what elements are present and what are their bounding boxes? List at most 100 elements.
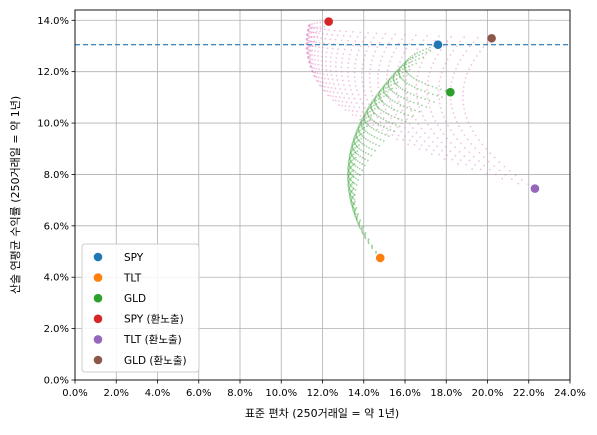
- portfolio-point: [324, 85, 327, 88]
- portfolio-point: [454, 154, 457, 157]
- portfolio-point: [338, 96, 341, 99]
- portfolio-point: [355, 114, 358, 117]
- portfolio-point: [362, 136, 365, 139]
- portfolio-point: [360, 72, 363, 75]
- portfolio-point: [359, 219, 362, 222]
- portfolio-point: [442, 67, 445, 70]
- portfolio-point: [463, 134, 466, 136]
- portfolio-point: [424, 119, 427, 122]
- portfolio-point: [350, 173, 352, 176]
- legend-label: TLT (환노출): [123, 334, 182, 346]
- portfolio-point: [407, 57, 410, 60]
- portfolio-point: [468, 45, 471, 48]
- portfolio-point: [349, 35, 352, 38]
- y-tick-label: 12.0%: [37, 67, 69, 78]
- portfolio-point: [428, 106, 431, 109]
- portfolio-point: [314, 50, 316, 52]
- portfolio-point: [405, 47, 408, 50]
- portfolio-point: [359, 114, 362, 117]
- portfolio-point: [406, 71, 408, 74]
- portfolio-point: [387, 113, 390, 116]
- portfolio-point: [382, 140, 385, 142]
- portfolio-point: [354, 215, 357, 218]
- portfolio-point: [380, 89, 383, 92]
- portfolio-point: [382, 116, 385, 119]
- portfolio-point: [467, 121, 470, 124]
- portfolio-point: [441, 111, 443, 114]
- portfolio-point: [387, 80, 390, 83]
- portfolio-point: [314, 31, 317, 34]
- y-tick-label: 10.0%: [37, 119, 69, 130]
- portfolio-point: [450, 103, 453, 105]
- portfolio-point: [309, 40, 312, 43]
- portfolio-point: [349, 165, 351, 168]
- portfolio-point: [347, 190, 350, 192]
- portfolio-point: [427, 92, 430, 94]
- portfolio-point: [374, 97, 376, 100]
- portfolio-point: [353, 71, 356, 74]
- portfolio-point: [459, 40, 462, 43]
- x-tick-label: 16.0%: [389, 388, 421, 399]
- portfolio-point: [323, 77, 326, 80]
- portfolio-point: [347, 163, 350, 165]
- portfolio-point: [348, 195, 351, 197]
- portfolio-point: [449, 98, 452, 101]
- portfolio-point: [316, 35, 318, 38]
- portfolio-point: [431, 141, 434, 143]
- portfolio-point: [400, 119, 403, 121]
- portfolio-point: [388, 86, 391, 89]
- portfolio-point: [365, 125, 368, 128]
- portfolio-point: [380, 100, 383, 103]
- portfolio-point: [414, 59, 417, 61]
- legend-marker: [93, 314, 103, 324]
- portfolio-point: [415, 131, 418, 134]
- portfolio-point: [353, 208, 356, 211]
- portfolio-point: [401, 64, 404, 66]
- portfolio-point: [370, 107, 373, 110]
- portfolio-point: [391, 75, 393, 77]
- portfolio-point: [462, 103, 465, 106]
- portfolio-point: [314, 45, 317, 48]
- portfolio-point: [337, 83, 340, 86]
- portfolio-point: [416, 48, 419, 50]
- portfolio-point: [309, 53, 311, 56]
- portfolio-point: [384, 87, 387, 89]
- portfolio-point: [450, 141, 452, 144]
- portfolio-point: [374, 149, 376, 152]
- portfolio-point: [347, 80, 350, 82]
- portfolio-point: [483, 156, 485, 159]
- portfolio-point: [325, 64, 327, 67]
- portfolio-point: [351, 144, 354, 147]
- portfolio-point: [348, 58, 350, 60]
- portfolio-point: [385, 82, 388, 85]
- portfolio-point: [329, 65, 332, 68]
- portfolio-point: [468, 151, 471, 154]
- portfolio-point: [348, 183, 351, 186]
- portfolio-point: [398, 67, 401, 70]
- portfolio-point: [375, 95, 377, 98]
- portfolio-point: [332, 91, 335, 94]
- portfolio-point: [356, 54, 359, 56]
- portfolio-point: [408, 68, 411, 71]
- legend-marker: [93, 335, 103, 344]
- portfolio-point: [464, 112, 467, 115]
- portfolio-point: [352, 192, 354, 195]
- portfolio-point: [364, 94, 367, 97]
- portfolio-point: [404, 61, 407, 64]
- portfolio-point: [396, 110, 399, 112]
- portfolio-point: [356, 160, 359, 163]
- portfolio-point: [449, 150, 452, 153]
- portfolio-point: [368, 119, 371, 122]
- portfolio-point: [339, 30, 341, 32]
- portfolio-point: [329, 90, 332, 93]
- portfolio-point: [391, 134, 394, 136]
- portfolio-point: [356, 137, 358, 140]
- portfolio-point: [353, 67, 356, 70]
- portfolio-point: [367, 239, 370, 242]
- portfolio-point: [353, 162, 356, 165]
- portfolio-point: [345, 44, 348, 47]
- portfolio-point: [308, 60, 310, 63]
- portfolio-point: [418, 57, 421, 60]
- portfolio-point: [402, 97, 405, 100]
- portfolio-point: [417, 101, 420, 104]
